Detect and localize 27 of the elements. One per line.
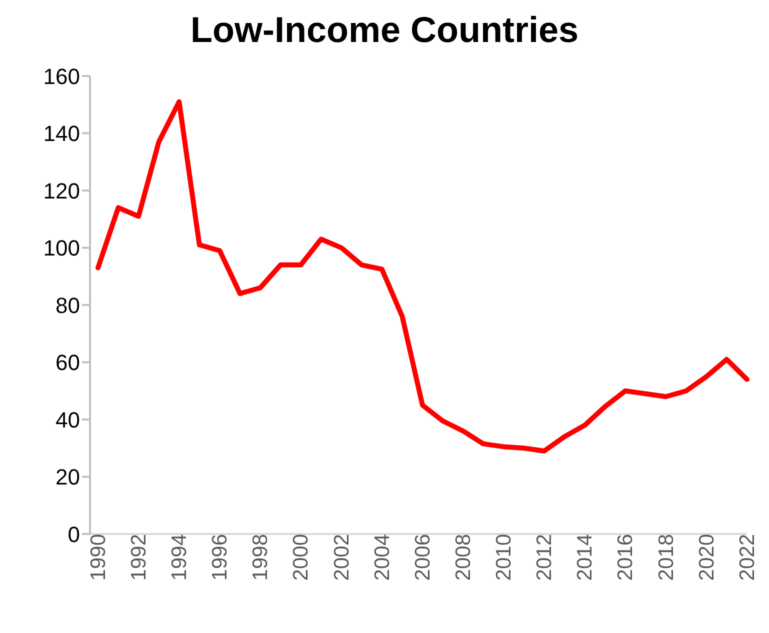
x-tick-label: 1996: [208, 534, 232, 581]
x-tick-label: 2002: [330, 534, 354, 581]
x-tick-label: 2012: [533, 534, 556, 581]
x-tick-label: 2014: [574, 534, 597, 581]
y-tick-label: 80: [56, 292, 80, 318]
x-tick-label: 2010: [492, 534, 516, 581]
x-tick-label: 1994: [168, 534, 192, 581]
x-tick-label: 2016: [614, 534, 638, 581]
y-tick-label: 40: [56, 407, 80, 432]
x-tick-label: 2000: [290, 534, 313, 581]
x-tick-label: 2020: [695, 534, 718, 581]
x-tick-label: 2018: [654, 534, 678, 581]
y-tick-label: 100: [43, 236, 80, 261]
x-tick-label: 1998: [249, 534, 272, 581]
x-tick-label: 1990: [86, 534, 110, 581]
chart-title: Low-Income Countries: [189, 8, 580, 52]
x-tick-label: 1992: [127, 534, 150, 581]
y-tick-label: 20: [56, 464, 80, 490]
x-tick-label: 2004: [370, 534, 394, 581]
y-tick-label: 160: [43, 64, 80, 89]
y-tick-label: 140: [43, 121, 80, 146]
x-tick-label: 2008: [452, 534, 475, 581]
y-tick-label: 60: [56, 350, 80, 376]
x-tick-label: 2006: [411, 534, 434, 581]
y-tick-label: 0: [68, 522, 80, 547]
x-tick-label: 2022: [736, 534, 759, 581]
y-tick-label: 120: [43, 178, 80, 204]
